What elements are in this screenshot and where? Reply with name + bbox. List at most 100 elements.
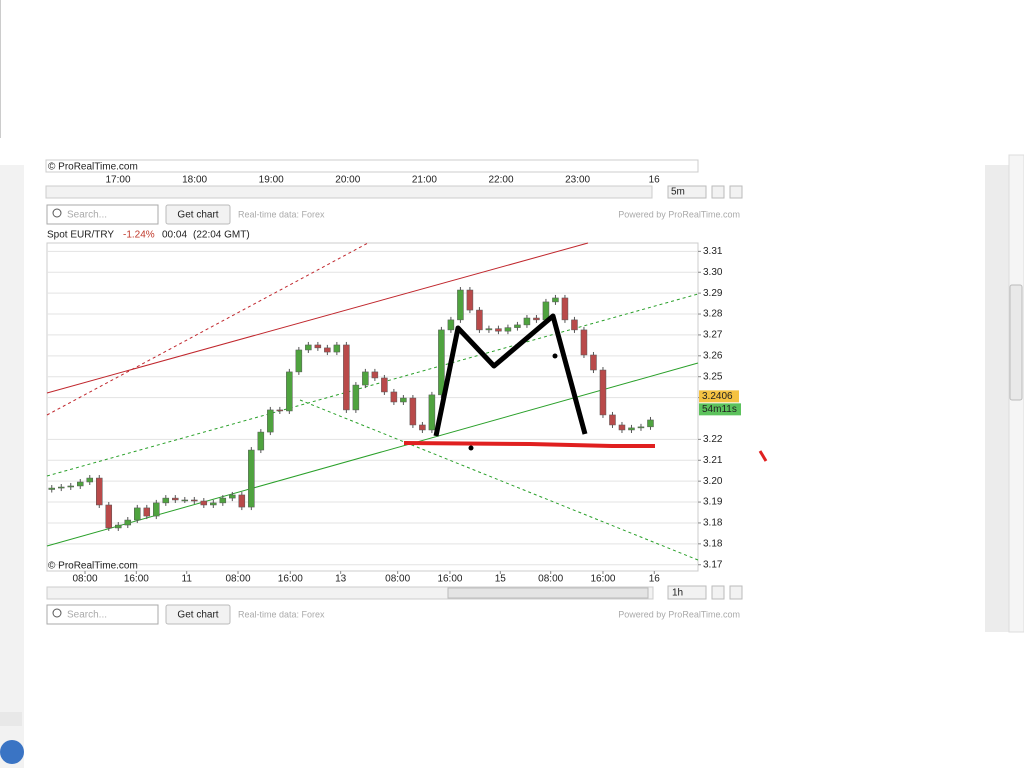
candle-body — [248, 449, 255, 508]
right-gutter — [985, 165, 1009, 632]
x-tick-label: 16:00 — [278, 574, 303, 585]
change: -1.24% — [123, 230, 155, 241]
x-tick-label: 11 — [182, 574, 193, 585]
candle-body — [267, 409, 274, 433]
y-tick-label: 3.26 — [703, 350, 723, 361]
zoom-out[interactable] — [711, 185, 725, 199]
y-tick-label: 3.27 — [703, 330, 723, 341]
trendline — [46, 242, 369, 416]
y-tick-label: 3.18 — [703, 538, 723, 549]
top-copyright: © ProRealTime.com — [48, 162, 138, 173]
countdown-box — [699, 403, 741, 416]
top-scrollbar[interactable] — [45, 185, 653, 199]
candle-body — [352, 384, 360, 411]
x-tick-label: 08:00 — [226, 574, 251, 585]
candle-body — [485, 328, 493, 331]
edge — [0, 0, 1, 138]
candle-body — [552, 297, 559, 303]
hand-drawings — [403, 313, 768, 462]
top-blank — [0, 0, 1024, 165]
candle-body — [238, 494, 246, 508]
search-placeholder: Search... — [67, 210, 107, 221]
candle-body — [466, 289, 474, 311]
scroll-arrow[interactable] — [0, 712, 22, 726]
zoom-in[interactable] — [729, 185, 743, 199]
dot — [468, 445, 474, 451]
candle-body — [390, 391, 398, 403]
zoom-in[interactable] — [729, 585, 743, 600]
taskbar-icon[interactable] — [0, 740, 24, 764]
realtime-note: Real-time data: Forex — [238, 209, 325, 219]
time: 00:04 — [162, 230, 187, 241]
scroll-thumb[interactable] — [1009, 284, 1023, 401]
last-price: 3.2406 — [702, 391, 733, 402]
x-tick-label: 16 — [649, 574, 661, 585]
y-tick-label: 3.19 — [703, 497, 723, 508]
x-tick-label: 08:00 — [72, 574, 97, 585]
candle-body — [172, 497, 179, 501]
candle-body — [571, 319, 578, 331]
axes: 3.313.303.293.283.273.263.253.243.223.21… — [72, 246, 741, 585]
candle-body — [162, 497, 170, 504]
top-x-axis: 17:00 18:00 19:00 20:00 21:00 22:00 23:00 16 — [105, 175, 660, 186]
candle-body — [67, 485, 75, 488]
candle-body — [134, 507, 141, 521]
x-tick-label: 16 — [649, 175, 661, 186]
get-chart-label: Get chart — [177, 210, 218, 221]
candle-body — [77, 481, 84, 487]
get-chart-button[interactable] — [165, 604, 231, 625]
x-tick-label: 08:00 — [385, 574, 410, 585]
candle-body — [590, 354, 597, 371]
search-bar: Search... Get chart Real-time data: Fore… — [46, 204, 740, 225]
x-tick-label: 22:00 — [488, 175, 513, 186]
candle-body — [409, 397, 417, 426]
candle-body — [504, 327, 512, 332]
candles — [48, 287, 654, 531]
powered-by: Powered by ProRealTime.com — [618, 609, 740, 619]
x-tick-label: 16:00 — [124, 574, 149, 585]
realtime-note: Real-time data: Forex — [238, 609, 325, 619]
last-price-box — [699, 390, 739, 403]
x-tick-label: 08:00 — [538, 574, 563, 585]
candle-body — [295, 349, 303, 373]
trendline — [46, 242, 589, 394]
candle-body — [419, 424, 426, 431]
candle-body — [533, 317, 540, 321]
y-tick-label: 3.30 — [703, 267, 723, 278]
grid — [47, 250, 698, 566]
bottom-blank — [24, 632, 985, 768]
interval-label: 5m — [671, 187, 685, 198]
search-input[interactable] — [46, 604, 159, 625]
candle-body — [618, 424, 626, 431]
candle-body — [153, 502, 160, 517]
candle-body — [210, 502, 217, 506]
m-pattern — [433, 313, 588, 437]
search-input[interactable] — [46, 204, 159, 225]
candle-body — [580, 329, 588, 356]
x-tick-label: 21:00 — [412, 175, 437, 186]
x-tick-label: 15 — [495, 574, 507, 585]
candle-body — [200, 500, 208, 506]
y-tick-label: 3.28 — [703, 309, 723, 320]
candle-body — [628, 427, 635, 431]
search-placeholder: Search... — [67, 610, 107, 621]
candle-body — [143, 507, 151, 517]
candle-body — [286, 371, 293, 412]
chart-scroll-thumb[interactable] — [447, 587, 649, 599]
zoom-out[interactable] — [711, 585, 725, 600]
interval-select[interactable] — [667, 185, 707, 199]
plot-area — [46, 242, 699, 572]
search-icon — [52, 608, 62, 618]
get-chart-button[interactable] — [165, 204, 231, 225]
y-tick-label: 3.17 — [703, 559, 723, 570]
candle-body — [637, 426, 645, 429]
candle-body — [48, 487, 56, 490]
gmt-time: (22:04 GMT) — [193, 230, 250, 241]
candle-body — [191, 499, 198, 502]
x-tick-label: 20:00 — [335, 175, 360, 186]
trendline — [46, 293, 699, 477]
y-tick-label: 3.29 — [703, 288, 723, 299]
candle-body — [314, 344, 322, 349]
interval-select[interactable] — [667, 585, 707, 600]
x-tick-label: 18:00 — [182, 175, 207, 186]
